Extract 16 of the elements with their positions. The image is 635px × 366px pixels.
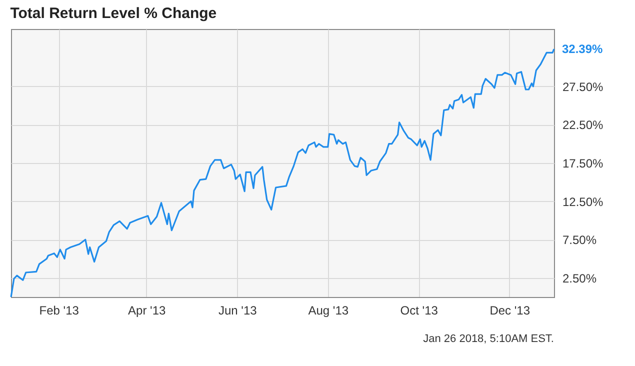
chart-title: Total Return Level % Change bbox=[10, 5, 217, 22]
y-tick-label: 17.50% bbox=[562, 156, 604, 170]
x-tick-label: Jun '13 bbox=[218, 304, 258, 318]
y-tick-label: 27.50% bbox=[562, 80, 604, 94]
x-tick-label: Dec '13 bbox=[490, 304, 530, 318]
y-tick-label: 2.50% bbox=[562, 271, 597, 286]
y-tick-label: 22.50% bbox=[562, 118, 604, 132]
y-tick-label: 12.50% bbox=[562, 194, 604, 209]
y-tick-label: 7.50% bbox=[562, 233, 597, 248]
x-tick-label: Oct '13 bbox=[400, 304, 438, 318]
text: Jan 26 2018, 5:10AM EST. bbox=[423, 333, 554, 345]
line-series bbox=[10, 48, 555, 298]
x-tick-label: Feb '13 bbox=[39, 304, 80, 318]
x-tick-label: Aug '13 bbox=[308, 304, 349, 318]
x-tick-label: Apr '13 bbox=[128, 304, 166, 318]
annotation: 32.39% bbox=[562, 42, 604, 56]
